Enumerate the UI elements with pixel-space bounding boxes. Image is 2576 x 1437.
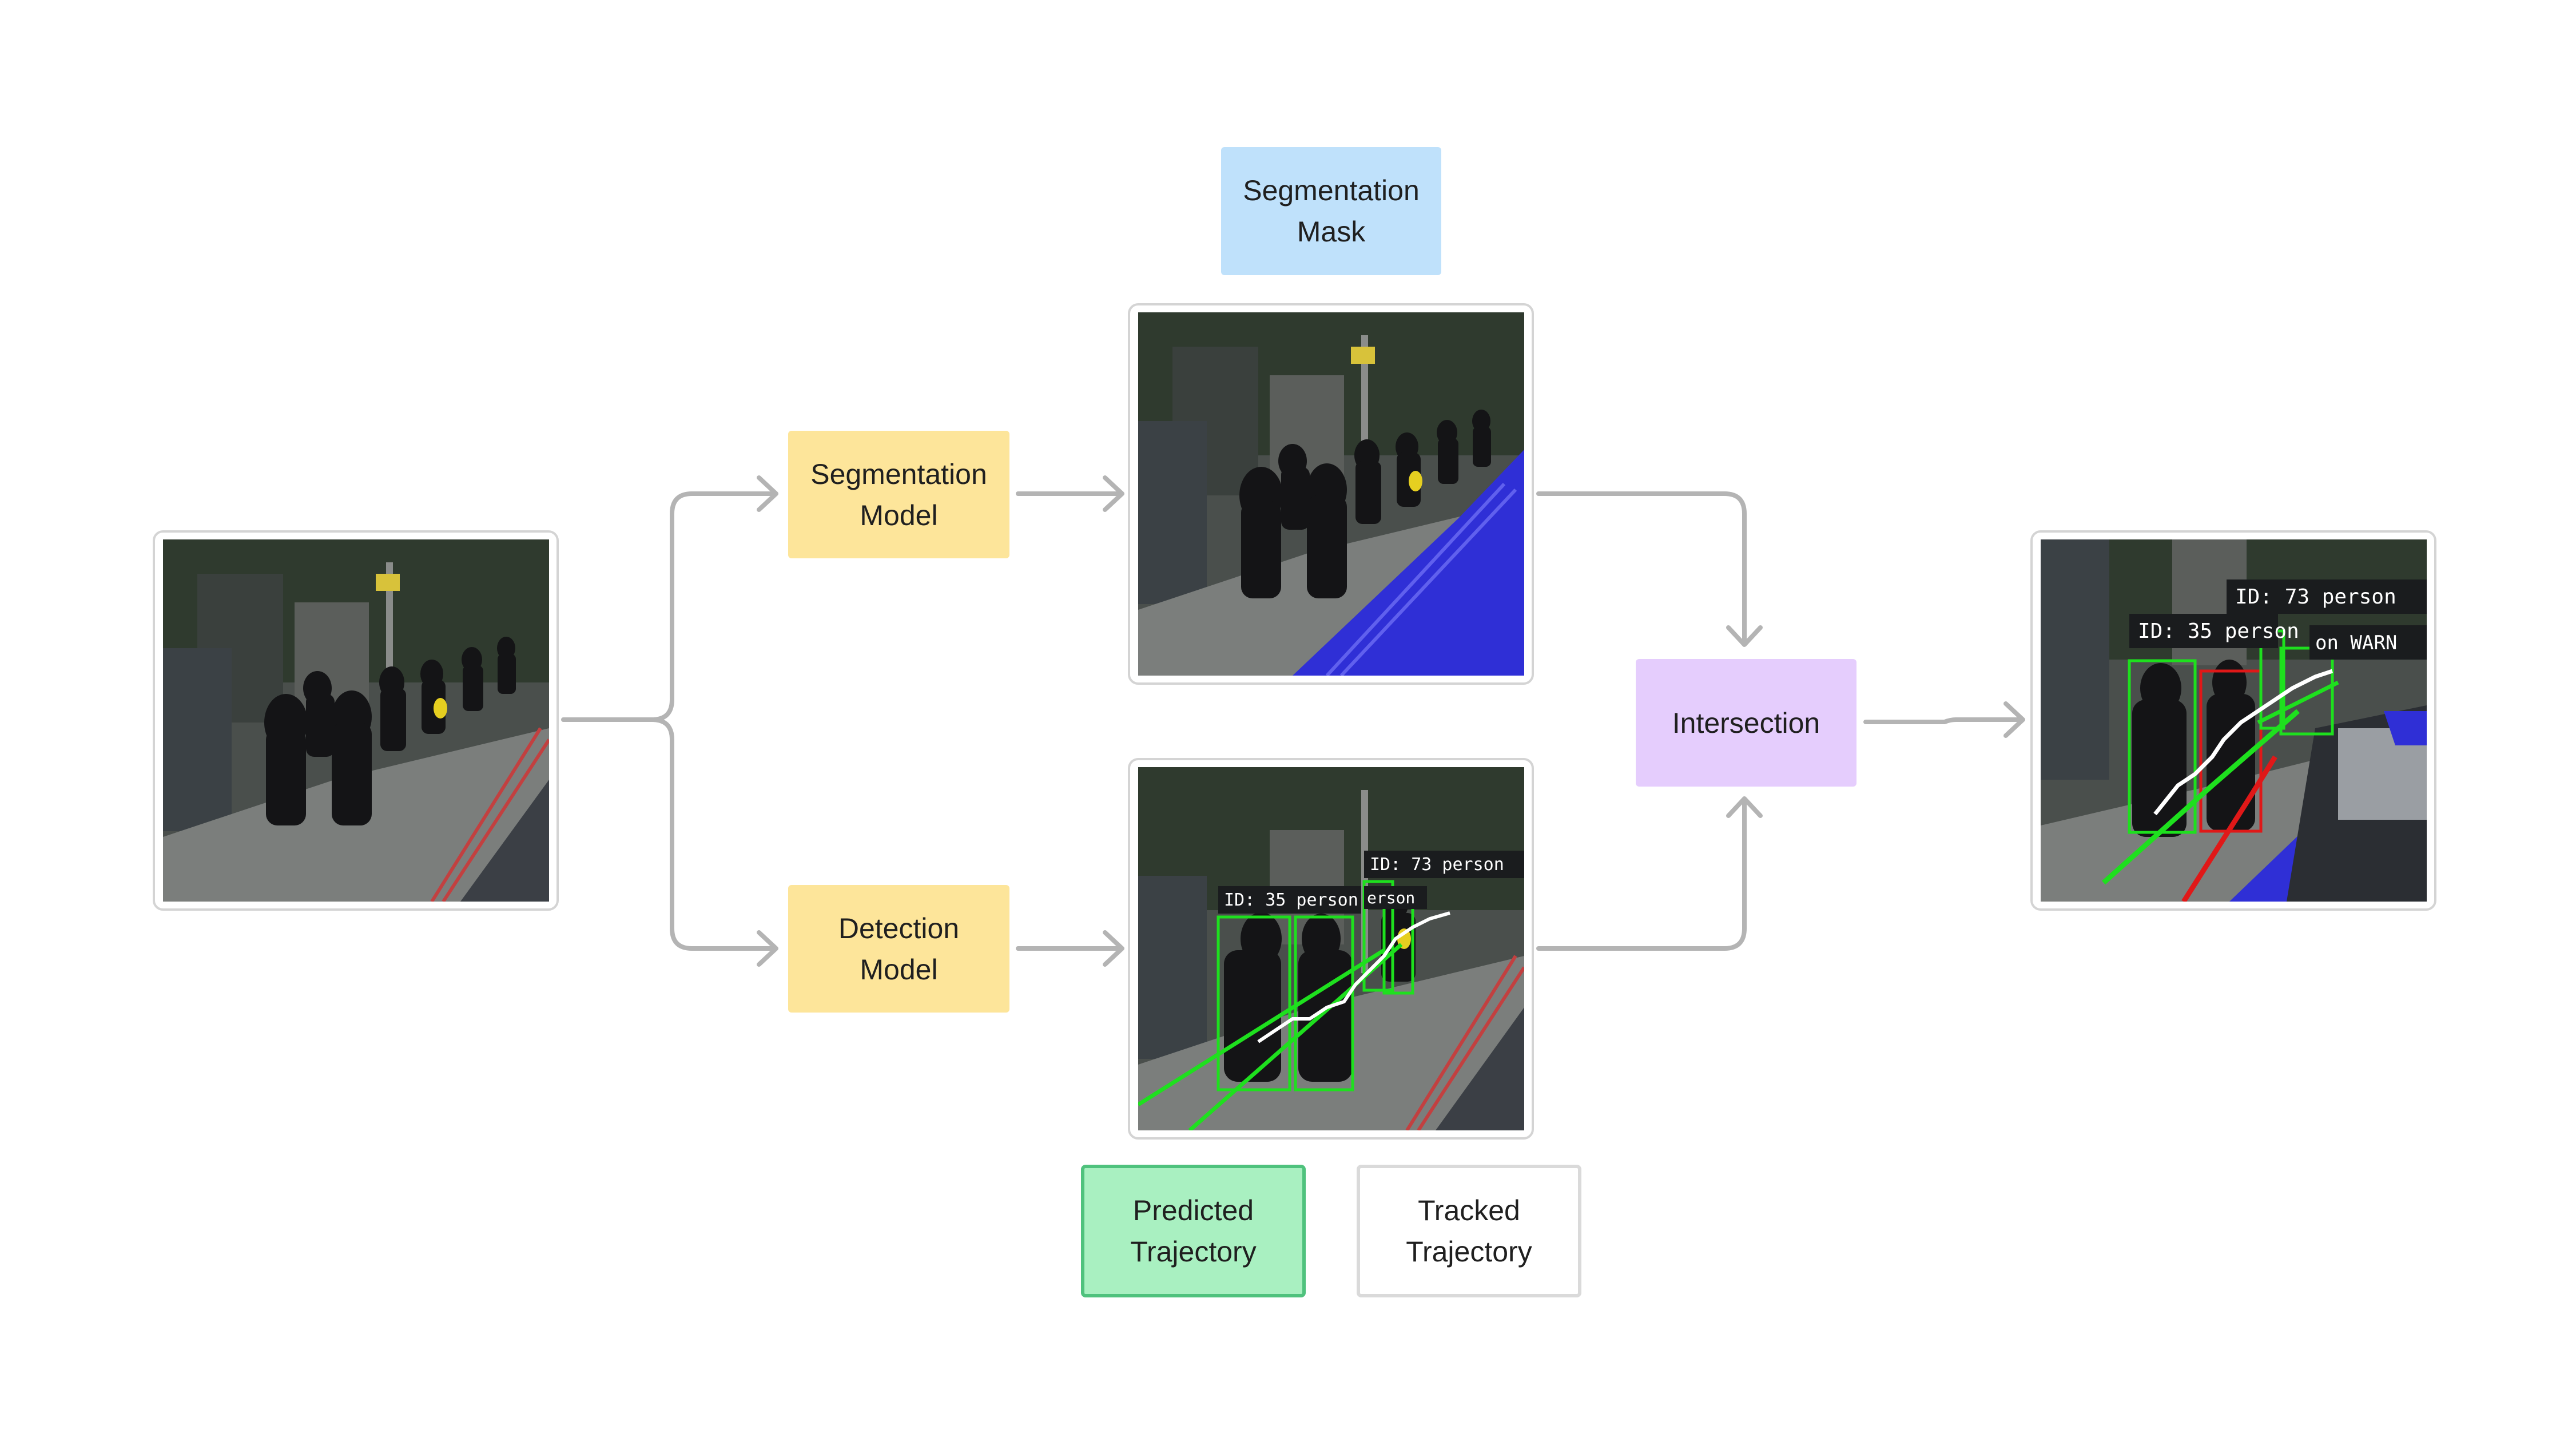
connector-intersection-output <box>1863 717 2024 724</box>
tracked-trajectory-legend: Tracked Trajectory <box>1357 1165 1581 1297</box>
tracked-trajectory-line-1: Tracked <box>1418 1194 1520 1226</box>
detection-label-73: ID: 73 person <box>1370 855 1504 875</box>
bbox-35 <box>1217 915 1291 1091</box>
output-label-warn: on WARN <box>2315 632 2397 654</box>
predicted-trajectory-line-2: Trajectory <box>1130 1236 1257 1268</box>
detection-model-line-1: Detection <box>838 912 960 944</box>
output-bbox-4 <box>2279 646 2334 736</box>
arrow-right-icon <box>1103 475 1124 512</box>
connector-input-split <box>561 491 777 722</box>
segmentation-mask-line-2: Mask <box>1297 216 1366 248</box>
arrow-down-icon <box>1726 625 1763 647</box>
detection-image: ID: 35 person ID: 73 person erson <box>1138 767 1524 1130</box>
arrow-right-icon <box>1103 930 1124 967</box>
output-predicted-line-green-2 <box>2257 680 2339 725</box>
bbox-73 <box>1362 880 1394 992</box>
output-label-35: ID: 35 person <box>2138 620 2299 643</box>
predicted-trajectory-legend: Predicted Trajectory <box>1081 1165 1306 1297</box>
arrow-up-icon <box>1726 796 1763 818</box>
tracked-trajectory-line <box>1257 911 1450 1043</box>
segmentation-model-line-1: Segmentation <box>810 458 987 490</box>
arrow-right-icon <box>757 475 778 512</box>
detection-label-partial: erson <box>1367 888 1415 907</box>
intersection-label: Intersection <box>1672 706 1820 739</box>
segmentation-image <box>1138 312 1524 676</box>
predicted-trajectory-line <box>1138 948 1385 1106</box>
output-image: ID: 73 person ID: 35 person on WARN <box>2041 539 2427 902</box>
detection-label-35: ID: 35 person <box>1224 890 1358 910</box>
connector-track-intersection <box>1536 797 1747 951</box>
predicted-trajectory-line-1: Predicted <box>1132 1194 1254 1226</box>
input-image <box>163 539 549 902</box>
bbox-second <box>1294 915 1354 1091</box>
detection-model-line-2: Model <box>860 953 938 986</box>
connector-input-split-lower <box>650 717 777 951</box>
output-tracked-line <box>2153 669 2333 816</box>
segmentation-mask-label: Segmentation Mask <box>1221 147 1441 275</box>
output-label-73: ID: 73 person <box>2235 585 2396 609</box>
output-predicted-line-green <box>2101 709 2300 885</box>
detection-model-box: Detection Model <box>788 885 1009 1013</box>
arrow-right-icon <box>2003 701 2025 738</box>
arrow-right-icon <box>757 930 778 967</box>
segmentation-model-line-2: Model <box>860 499 938 531</box>
output-predicted-line-red <box>2181 755 2277 902</box>
tracked-trajectory-line-2: Trajectory <box>1406 1236 1532 1268</box>
intersection-box: Intersection <box>1636 659 1857 787</box>
segmentation-model-box: Segmentation Model <box>788 431 1009 558</box>
connector-mask-intersection <box>1536 491 1747 646</box>
segmentation-mask-line-1: Segmentation <box>1243 174 1420 207</box>
